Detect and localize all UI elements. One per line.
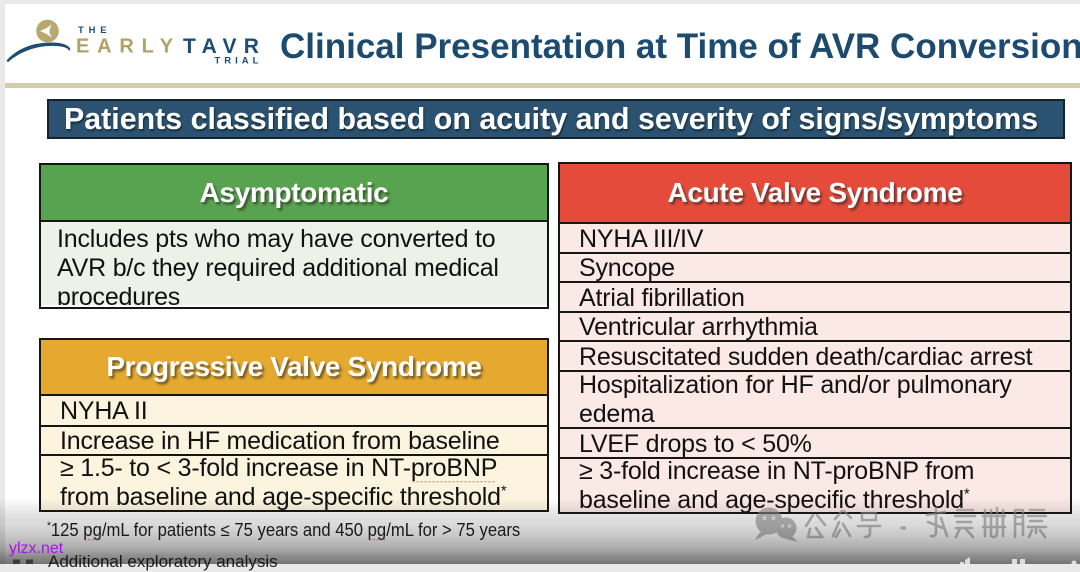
svg-text:EARLY: EARLY	[76, 36, 181, 58]
svg-text:TRIAL: TRIAL	[215, 56, 263, 67]
svg-text:THE: THE	[78, 25, 111, 36]
svg-text:TAVR: TAVR	[183, 35, 266, 58]
